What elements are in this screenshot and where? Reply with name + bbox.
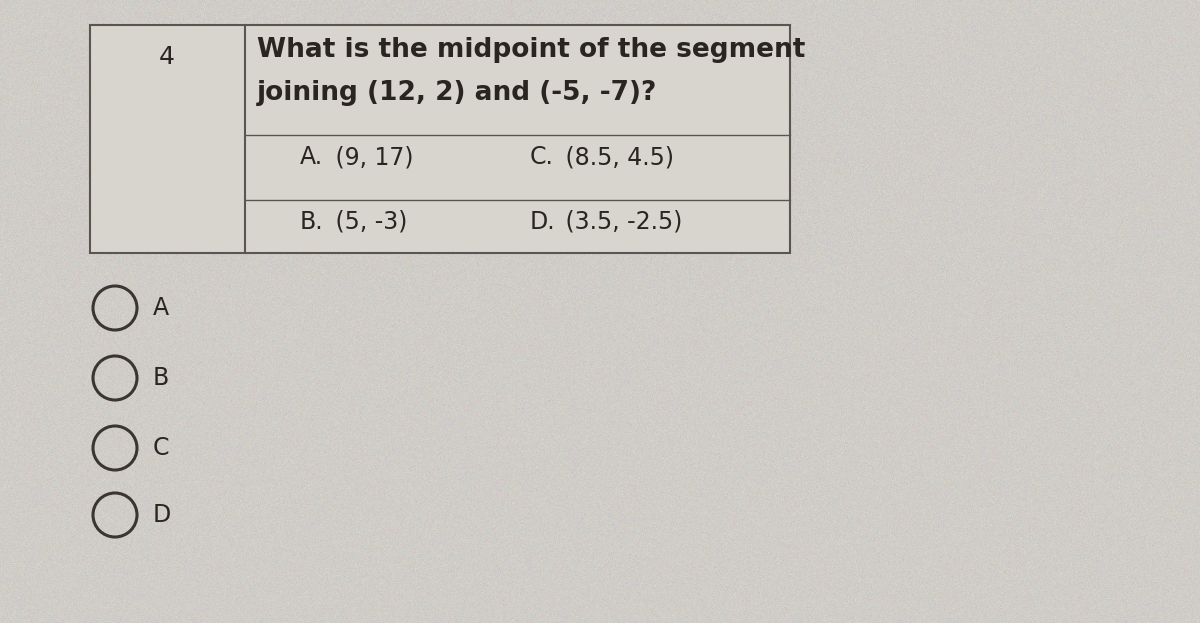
Text: C: C <box>154 436 169 460</box>
Text: joining (12, 2) and (-5, -7)?: joining (12, 2) and (-5, -7)? <box>257 80 658 106</box>
Text: B.: B. <box>300 210 324 234</box>
Text: A: A <box>154 296 169 320</box>
Text: (8.5, 4.5): (8.5, 4.5) <box>558 145 674 169</box>
Text: D.: D. <box>530 210 556 234</box>
Text: (3.5, -2.5): (3.5, -2.5) <box>558 210 683 234</box>
Text: (9, 17): (9, 17) <box>328 145 414 169</box>
Text: B: B <box>154 366 169 390</box>
Text: 4: 4 <box>158 45 175 69</box>
Text: A.: A. <box>300 145 323 169</box>
FancyBboxPatch shape <box>90 25 790 253</box>
Text: C.: C. <box>530 145 554 169</box>
Text: What is the midpoint of the segment: What is the midpoint of the segment <box>257 37 805 63</box>
Text: (5, -3): (5, -3) <box>328 210 407 234</box>
Text: D: D <box>154 503 172 527</box>
